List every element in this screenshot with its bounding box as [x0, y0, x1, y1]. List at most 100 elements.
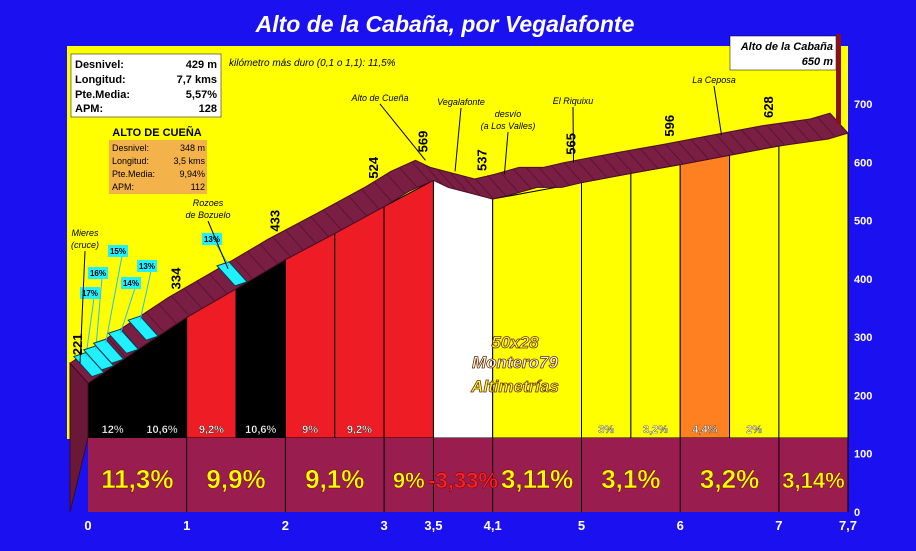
ridge-side	[69, 361, 89, 513]
ramp-label-bg	[88, 267, 108, 279]
segment-grade-5: 9,2%	[347, 424, 372, 436]
ramp-label-bg	[108, 245, 128, 257]
ridge-hatch	[766, 124, 786, 146]
segment-grade-2: 9,2%	[199, 424, 224, 436]
segment-grade-3: 10,6%	[245, 424, 276, 436]
x-tick-label: 7,7	[839, 518, 857, 533]
band-background	[88, 438, 848, 512]
grade-bar-10	[630, 164, 681, 439]
segment-grade-9: 3%	[598, 424, 614, 436]
altitude-label-1: 334	[169, 267, 184, 289]
km-grade-band: 11,3% 9,9% 9,1% 9% -3,33% 3,11% 3,1% 3,2% 3,14%	[88, 438, 849, 512]
grade-bar-5	[334, 205, 385, 439]
ridge-hatch	[145, 312, 165, 333]
grade-bar-3	[235, 258, 286, 439]
ridge-hatch	[652, 145, 672, 167]
grade-bars	[87, 132, 849, 439]
ramp-marker-2	[92, 338, 125, 364]
place-label-3: Vegalafonte	[437, 97, 485, 107]
watermark-line-1: 50x28	[491, 333, 539, 352]
ramp-label: 14%	[123, 279, 139, 288]
grade-bar-8	[492, 182, 583, 439]
sub-stat-label-pendiente: Pte.Media:	[112, 169, 155, 179]
y-tick-label: 400	[854, 274, 872, 286]
place-label-0: Mieres (cruce)	[71, 228, 99, 250]
road-ridge	[69, 112, 849, 513]
ramp-label: 13%	[139, 262, 155, 271]
ridge-hatch	[360, 188, 380, 210]
x-tick-label: 6	[677, 518, 684, 533]
ridge-hatch	[690, 138, 710, 160]
ramp-callout-line	[85, 297, 95, 357]
segment-grade-1: 10,6%	[146, 424, 177, 436]
y-axis: 0 100 200 300 400 500 600 700	[854, 99, 872, 519]
ramp-label-bg	[137, 260, 157, 272]
ridge-hatch	[234, 258, 254, 280]
ridge-hatch	[297, 223, 317, 244]
y-tick-label: 0	[854, 507, 860, 519]
ridge-hatch	[804, 119, 824, 141]
place-labels: Mieres (cruce) Rozoes de Bozuelo Alto de Cue…	[71, 75, 736, 364]
km-grade-label-3: 9%	[393, 468, 425, 493]
ridge-hatch	[702, 136, 722, 158]
place-label-5: El Riquixu	[553, 96, 594, 106]
ridge-hatch	[550, 165, 570, 186]
y-tick-label: 200	[854, 390, 872, 402]
sub-stat-value-apm: 112	[191, 182, 205, 192]
ramp-marker-4	[127, 315, 160, 341]
ridge-hatch	[626, 150, 646, 172]
ridge-hatch	[601, 155, 621, 176]
ridge-hatch	[310, 216, 330, 237]
ridge-hatch	[740, 129, 760, 150]
altitude-label-5: 537	[475, 149, 490, 171]
ridge-hatch	[753, 126, 773, 148]
x-tick-label: 2	[282, 518, 289, 533]
place-label-1: Rozoes de Bozuelo	[185, 198, 230, 220]
x-tick-label: 0	[84, 518, 91, 533]
altitude-label-6: 565	[564, 133, 579, 155]
x-tick-label: 5	[578, 518, 585, 533]
segment-grade-10: 3,2%	[643, 424, 668, 436]
km-grade-label-6: 3,1%	[601, 464, 660, 494]
y-tick-label: 600	[854, 157, 872, 169]
watermark: 50x28 Montero79 Altimetrías	[470, 333, 560, 397]
watermark-line-2: Montero79	[472, 353, 559, 372]
ramp-label: 17%	[82, 289, 98, 298]
x-tick-label: 3	[380, 518, 387, 533]
ridge-hatch	[462, 175, 482, 197]
stat-label-pendiente: Pte.Media:	[75, 89, 130, 101]
km-grade-label-8: 3,14%	[782, 468, 844, 493]
stat-value-desnivel: 429 m	[186, 59, 217, 71]
stat-label-apm: APM:	[75, 103, 103, 115]
altitude-label-0: 221	[70, 333, 85, 355]
ramp-callout-line	[95, 277, 103, 350]
ramp-label: 16%	[90, 269, 106, 278]
sub-stat-value-pendiente: 9,94%	[179, 169, 205, 179]
ridge-hatch	[474, 178, 494, 200]
summit-name: Alto de la Cabaña	[740, 41, 833, 53]
ridge-hatch	[816, 116, 836, 138]
x-tick-label: 3,5	[424, 518, 442, 533]
summit-post	[836, 34, 841, 124]
altitude-label-2: 433	[267, 210, 282, 232]
altitude-label-3: 524	[366, 156, 381, 178]
sub-stat-value-desnivel: 348 m	[180, 143, 205, 153]
x-tick-label: 4,1	[484, 518, 502, 533]
ridge-hatch	[436, 168, 456, 190]
km-grade-label-7: 3,2%	[700, 464, 759, 494]
ridge-hatch	[158, 303, 178, 325]
place-label-4: desvío (a Los Valles)	[481, 109, 536, 131]
ramp-label: 15%	[110, 247, 126, 256]
grade-bar-11	[679, 154, 731, 439]
km-grade-label-2: 9,1%	[305, 464, 364, 494]
sub-stat-value-longitud: 3,5 kms	[173, 156, 205, 166]
stat-value-pendiente: 5,57%	[186, 89, 217, 101]
ramp-marker-3	[107, 328, 140, 354]
grade-bar-6	[383, 179, 434, 439]
ridge-hatch	[563, 162, 583, 183]
km-grade-label-5: 3,11%	[501, 464, 573, 494]
sub-stat-label-desnivel: Desnivel:	[112, 143, 149, 153]
place-leader-2	[379, 103, 426, 161]
